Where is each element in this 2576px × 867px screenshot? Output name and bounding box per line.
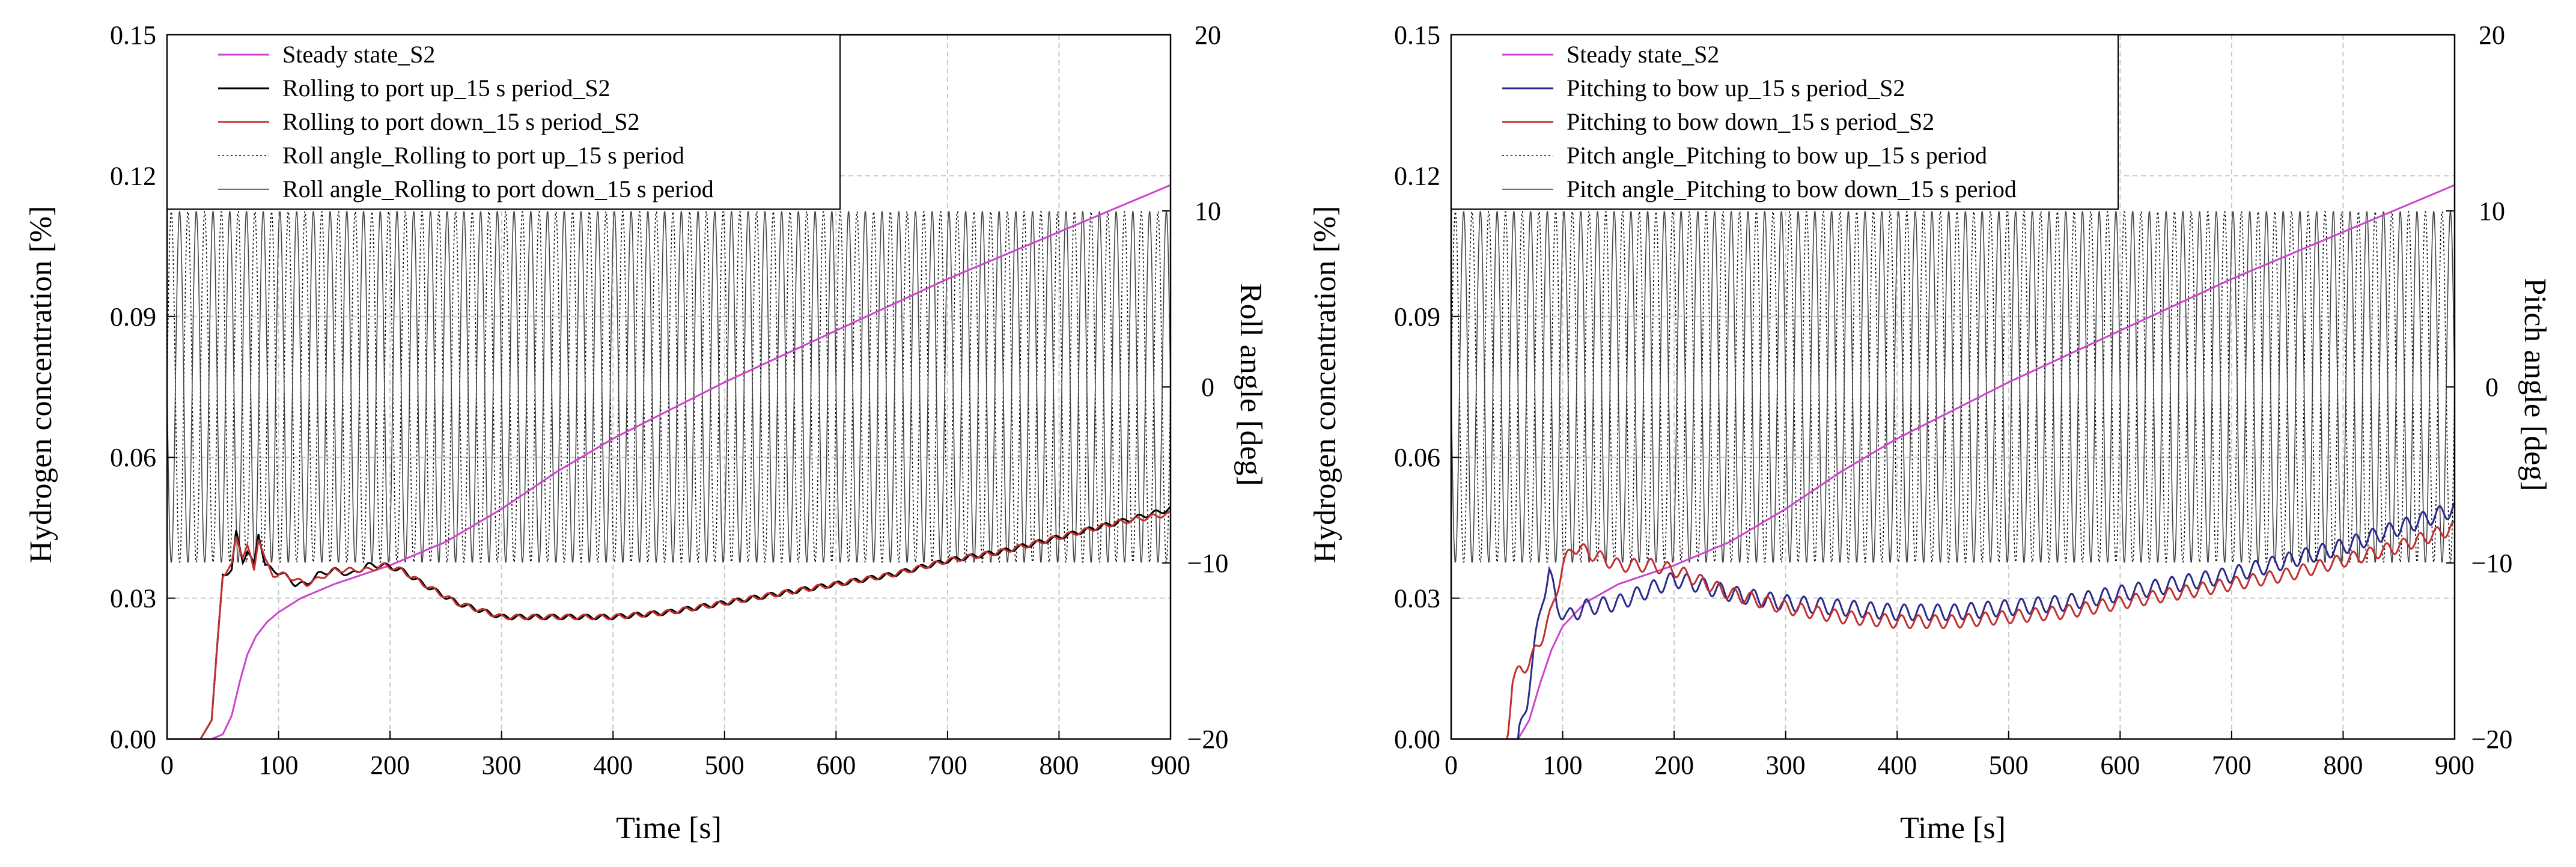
roll-y2-tick-label: −10 bbox=[1187, 549, 1229, 578]
pitch-y2-tick-label: 0 bbox=[2485, 373, 2498, 402]
pitch-y2-tick-label: 20 bbox=[2479, 20, 2505, 50]
pitch-x-tick-label: 700 bbox=[2212, 750, 2252, 780]
roll-legend-label: Steady state_S2 bbox=[282, 41, 435, 68]
pitch-legend-label: Steady state_S2 bbox=[1567, 41, 1719, 68]
roll-legend-label: Rolling to port up_15 s period_S2 bbox=[282, 75, 611, 102]
pitch-x-tick-label: 500 bbox=[1989, 750, 2029, 780]
pitch-legend-box bbox=[1451, 34, 2119, 210]
pitch-legend-label: Pitching to bow up_15 s period_S2 bbox=[1567, 75, 1905, 102]
roll-legend-label: Rolling to port down_15 s period_S2 bbox=[282, 108, 639, 135]
roll-y2-tick-label: 10 bbox=[1195, 196, 1221, 226]
roll-x-tick-label: 100 bbox=[259, 750, 299, 780]
roll-y-tick-label: 0.06 bbox=[110, 443, 156, 472]
pitch-x-tick-label: 0 bbox=[1445, 750, 1458, 780]
pitch-legend-label: Pitching to bow down_15 s period_S2 bbox=[1567, 108, 1934, 135]
pitch-y-tick-label: 0.09 bbox=[1394, 302, 1440, 332]
chart-roll-concentration-curves bbox=[167, 184, 1171, 740]
pitch-y-tick-label: 0.15 bbox=[1394, 20, 1440, 50]
pitch-legend-label: Pitch angle_Pitching to bow down_15 s pe… bbox=[1567, 175, 2017, 202]
chart-pitch-axes: 0 100 200 300 400 500 600 700 800 9000.000.030.06… bbox=[1394, 20, 2512, 780]
roll-legend-label: Roll angle_Rolling to port down_15 s per… bbox=[282, 175, 714, 202]
pitch-x-tick-label: 900 bbox=[2435, 750, 2474, 780]
pitch-x-tick-label: 400 bbox=[1877, 750, 1917, 780]
chart-roll-gridlines bbox=[167, 35, 1171, 739]
roll-x-tick-label: 500 bbox=[705, 750, 744, 780]
pitch-series-pitching-to-bow-down-15-s-period-s2 bbox=[1451, 520, 2455, 740]
pitch-series-steady-state-s2 bbox=[1451, 184, 2455, 740]
pitch-y2-tick-label: −20 bbox=[2471, 725, 2513, 754]
roll-x-tick-label: 600 bbox=[816, 750, 856, 780]
roll-x-tick-label: 200 bbox=[370, 750, 410, 780]
pitch-x-tick-label: 100 bbox=[1543, 750, 1583, 780]
roll-series-rolling-to-port-down-15-s-period-s2 bbox=[167, 510, 1171, 740]
chart-roll-axes: 0 100 200 300 400 500 600 700 800 9000.000.030.06… bbox=[110, 20, 1228, 780]
chart-pitch-legend: Steady state_S2 Pitching to bow up_15 s p… bbox=[1451, 34, 2119, 210]
chart-roll-angle-curves bbox=[166, 211, 1171, 563]
pitch-series-pitching-to-bow-up-15-s-period-s2 bbox=[1451, 502, 2456, 740]
pitch-series-pitch-angle-pitching-to-bow-down-15-s-period bbox=[1451, 211, 2455, 563]
chart-pitch-x-axis-title: Time [s] bbox=[1900, 811, 2006, 845]
roll-legend-label: Roll angle_Rolling to port up_15 s perio… bbox=[282, 142, 684, 169]
chart-pitch: 0 100 200 300 400 500 600 700 800 9000.000.030.06… bbox=[1308, 20, 2552, 845]
chart-roll: 0 100 200 300 400 500 600 700 800 9000.000.030.06… bbox=[24, 20, 1268, 845]
pitch-legend-label: Pitch angle_Pitching to bow up_15 s peri… bbox=[1567, 142, 1987, 169]
chart-roll-legend: Steady state_S2 Rolling to port up_15 s p… bbox=[166, 34, 841, 210]
roll-y-tick-label: 0.00 bbox=[110, 725, 156, 754]
roll-y2-tick-label: −20 bbox=[1187, 725, 1229, 754]
chart-pitch-gridlines bbox=[1451, 35, 2455, 739]
roll-x-tick-label: 400 bbox=[593, 750, 633, 780]
roll-x-tick-label: 800 bbox=[1039, 750, 1079, 780]
pitch-y-tick-label: 0.00 bbox=[1394, 725, 1440, 754]
roll-series-steady-state-s2 bbox=[167, 184, 1171, 740]
chart-pitch-y2-axis-title: Pitch angle [deg] bbox=[2518, 278, 2552, 491]
chart-roll-y-axis-title: Hydrogen concentration [%] bbox=[24, 206, 58, 564]
roll-x-tick-label: 900 bbox=[1151, 750, 1190, 780]
roll-x-tick-label: 0 bbox=[160, 750, 174, 780]
roll-y-tick-label: 0.15 bbox=[110, 20, 156, 50]
roll-y2-tick-label: 0 bbox=[1201, 373, 1214, 402]
pitch-x-tick-label: 600 bbox=[2100, 750, 2140, 780]
pitch-y2-tick-label: 10 bbox=[2479, 196, 2505, 226]
roll-series-roll-angle-rolling-to-port-down-15-s-period bbox=[166, 211, 1171, 563]
chart-pitch-y-axis-title: Hydrogen concentration [%] bbox=[1308, 206, 1342, 564]
pitch-x-tick-label: 200 bbox=[1654, 750, 1694, 780]
chart-roll-y2-axis-title: Roll angle [deg] bbox=[1234, 283, 1268, 486]
pitch-x-tick-label: 300 bbox=[1766, 750, 1806, 780]
roll-y-tick-label: 0.09 bbox=[110, 302, 156, 332]
roll-x-tick-label: 300 bbox=[482, 750, 522, 780]
roll-y-tick-label: 0.12 bbox=[110, 161, 156, 190]
roll-y2-tick-label: 20 bbox=[1195, 20, 1221, 50]
pitch-y-tick-label: 0.12 bbox=[1394, 161, 1440, 190]
chart-pitch-concentration-curves bbox=[1451, 184, 2456, 740]
pitch-x-tick-label: 800 bbox=[2323, 750, 2363, 780]
roll-y-tick-label: 0.03 bbox=[110, 584, 156, 613]
chart-pitch-angle-curves bbox=[1451, 211, 2455, 563]
chart-roll-x-axis-title: Time [s] bbox=[616, 811, 722, 845]
roll-legend-box bbox=[166, 34, 841, 210]
pitch-y-tick-label: 0.03 bbox=[1394, 584, 1440, 613]
pitch-y-tick-label: 0.06 bbox=[1394, 443, 1440, 472]
roll-x-tick-label: 700 bbox=[928, 750, 967, 780]
pitch-y2-tick-label: −10 bbox=[2471, 549, 2513, 578]
